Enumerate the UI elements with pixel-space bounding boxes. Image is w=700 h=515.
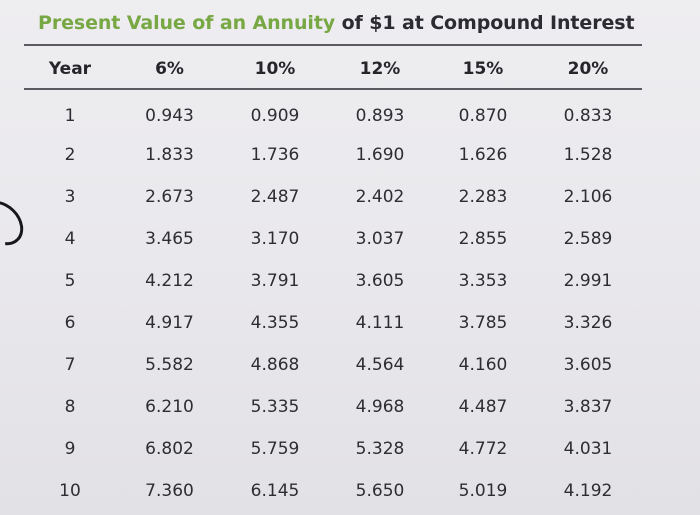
header-rate-10: 10% [254,59,296,79]
value-cell: 3.605 [563,355,613,375]
year-cell: 4 [64,229,76,249]
year-cell: 7 [64,355,76,375]
year-cell: 9 [64,439,76,459]
value-cell: 2.402 [355,187,405,207]
page-title: Present Value of an Annuity of $1 at Com… [38,12,635,34]
value-cell: 4.772 [458,439,508,459]
annuity-table: Year 6% 10% 12% 15% 20% 1 0.943 0.909 0.… [24,48,643,512]
value-cell: 3.353 [458,271,508,291]
value-cell: 6.210 [145,397,194,417]
year-cell: 1 [64,106,76,126]
header-rate-15: 15% [462,59,504,79]
value-cell: 0.870 [458,106,508,126]
value-cell: 1.626 [458,145,508,165]
table-row: 9 6.802 5.759 5.328 4.772 4.031 [24,428,643,470]
value-cell: 0.893 [355,106,405,126]
table-row: 3 2.673 2.487 2.402 2.283 2.106 [24,176,643,218]
year-cell: 2 [64,145,76,165]
value-cell: 4.968 [355,397,405,417]
table-row: 5 4.212 3.791 3.605 3.353 2.991 [24,260,643,302]
header-divider [24,88,642,90]
value-cell: 0.833 [563,106,613,126]
year-cell: 3 [64,187,76,207]
value-cell: 6.802 [145,439,194,459]
value-cell: 4.355 [250,313,300,333]
header-row: Year 6% 10% 12% 15% 20% [24,48,643,90]
year-cell: 6 [64,313,76,333]
value-cell: 4.917 [145,313,194,333]
value-cell: 4.031 [563,439,613,459]
value-cell: 5.335 [250,397,300,417]
table-row: 1 0.943 0.909 0.893 0.870 0.833 [24,90,643,134]
top-divider [24,44,642,46]
value-cell: 2.487 [250,187,300,207]
header-year: Year [48,59,92,79]
value-cell: 3.465 [145,229,194,249]
value-cell: 5.328 [355,439,405,459]
value-cell: 1.690 [355,145,405,165]
value-cell: 3.605 [355,271,405,291]
value-cell: 4.487 [458,397,508,417]
value-cell: 6.145 [250,481,300,501]
value-cell: 5.759 [250,439,300,459]
value-cell: 4.868 [250,355,300,375]
value-cell: 3.037 [355,229,405,249]
year-cell: 10 [59,481,81,501]
value-cell: 3.326 [563,313,613,333]
value-cell: 2.855 [458,229,508,249]
value-cell: 2.991 [563,271,613,291]
year-cell: 8 [64,397,76,417]
value-cell: 3.791 [250,271,300,291]
table-row: 4 3.465 3.170 3.037 2.855 2.589 [24,218,643,260]
value-cell: 1.736 [250,145,300,165]
value-cell: 5.650 [355,481,405,501]
table-row: 6 4.917 4.355 4.111 3.785 3.326 [24,302,643,344]
value-cell: 4.192 [563,481,613,501]
header-rate-12: 12% [359,59,401,79]
year-cell: 5 [64,271,76,291]
value-cell: 4.160 [458,355,508,375]
value-cell: 2.283 [458,187,508,207]
table-row: 7 5.582 4.868 4.564 4.160 3.605 [24,344,643,386]
value-cell: 2.673 [145,187,194,207]
value-cell: 4.111 [355,313,405,333]
header-rate-6: 6% [155,59,184,79]
header-rate-20: 20% [567,59,609,79]
value-cell: 1.833 [145,145,194,165]
value-cell: 2.589 [563,229,613,249]
value-cell: 5.019 [458,481,508,501]
title-rest: of $1 at Compound Interest [335,12,635,34]
value-cell: 4.564 [355,355,405,375]
table-row: 2 1.833 1.736 1.690 1.626 1.528 [24,134,643,176]
value-cell: 4.212 [145,271,194,291]
value-cell: 0.909 [250,106,300,126]
value-cell: 0.943 [145,106,194,126]
value-cell: 3.170 [250,229,300,249]
value-cell: 5.582 [145,355,194,375]
value-cell: 3.785 [458,313,508,333]
value-cell: 1.528 [563,145,613,165]
table-row: 8 6.210 5.335 4.968 4.487 3.837 [24,386,643,428]
title-highlight: Present Value of an Annuity [38,12,336,34]
value-cell: 3.837 [563,397,613,417]
value-cell: 7.360 [145,481,194,501]
table-row: 10 7.360 6.145 5.650 5.019 4.192 [24,470,643,512]
value-cell: 2.106 [563,187,613,207]
